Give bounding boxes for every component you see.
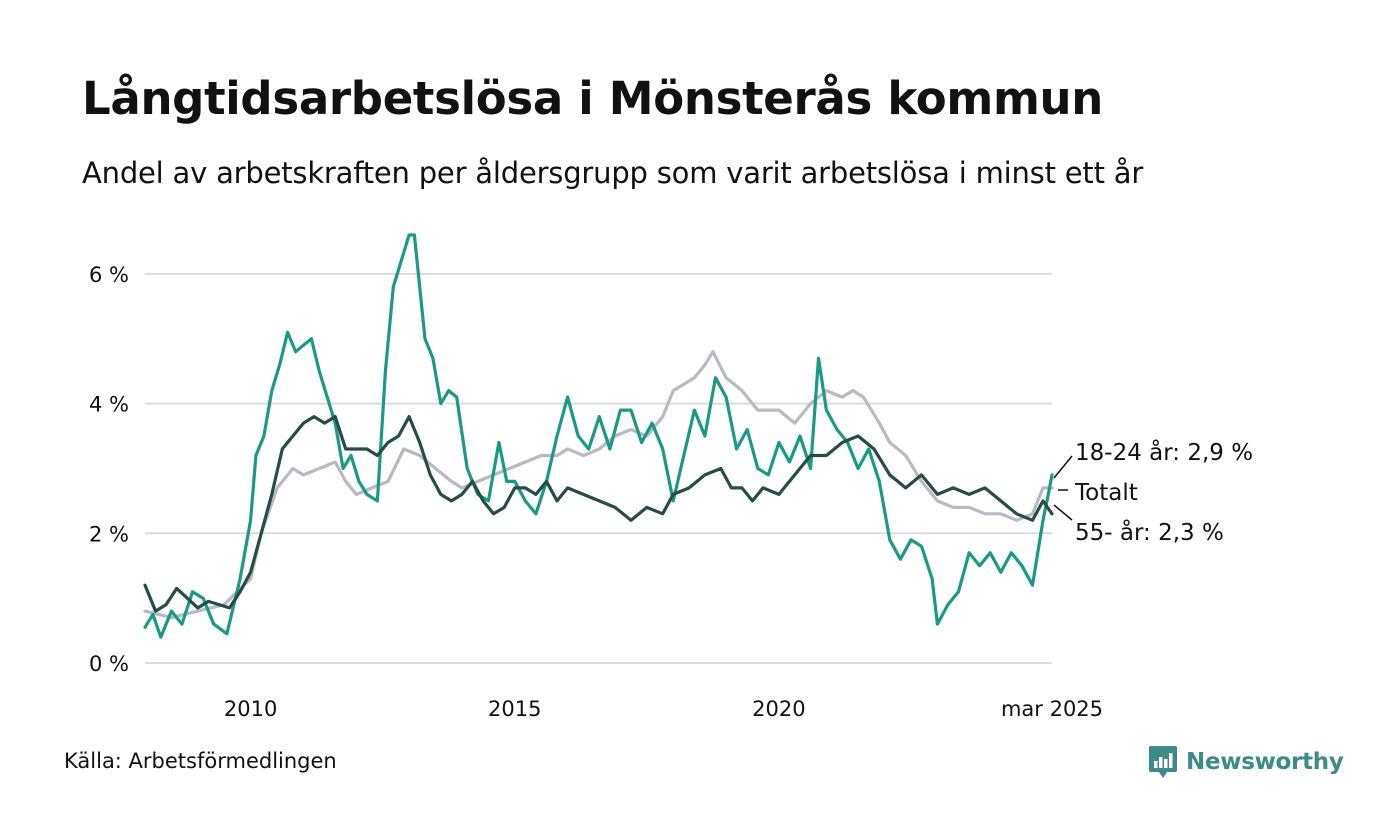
chart-subtitle: Andel av arbetskraften per åldersgrupp s… [82, 156, 1144, 190]
leader-line [1053, 455, 1073, 479]
end-label-age_18_24: 18-24 år: 2,9 % [1075, 438, 1253, 466]
y-tick-label: 4 % [89, 393, 129, 417]
gridlines [145, 272, 1052, 664]
brand-logo: Newsworthy [1148, 742, 1344, 782]
leader-line [1053, 504, 1073, 521]
x-tick-label: mar 2025 [1001, 697, 1103, 721]
y-tick-label: 6 % [89, 263, 129, 287]
y-tick-label: 0 % [89, 652, 129, 676]
source-note: Källa: Arbetsförmedlingen [64, 749, 337, 773]
bar-chart-logo-icon [1149, 746, 1177, 778]
end-label-age_55: 55- år: 2,3 % [1075, 518, 1224, 546]
end-label-total: Totalt [1074, 480, 1138, 506]
x-axis: 2010 2015 2020 mar 2025 [224, 697, 1103, 721]
chart-title: Långtidsarbetslösa i Mönsterås kommun [82, 72, 1104, 125]
brand-name: Newsworthy [1186, 749, 1344, 775]
series-line-total [143, 350, 1054, 620]
series-line-age_55 [143, 415, 1054, 613]
series-line-age_18_24 [143, 233, 1054, 639]
x-tick-label: 2020 [752, 697, 805, 721]
series-lines [143, 233, 1054, 639]
end-labels: Totalt 18-24 år: 2,9 % 55- år: 2,3 % [1053, 438, 1253, 546]
x-tick-label: 2010 [224, 697, 277, 721]
x-tick-label: 2015 [488, 697, 541, 721]
y-tick-label: 2 % [89, 522, 129, 546]
y-axis: 0 % 2 % 4 % 6 % [89, 263, 129, 676]
